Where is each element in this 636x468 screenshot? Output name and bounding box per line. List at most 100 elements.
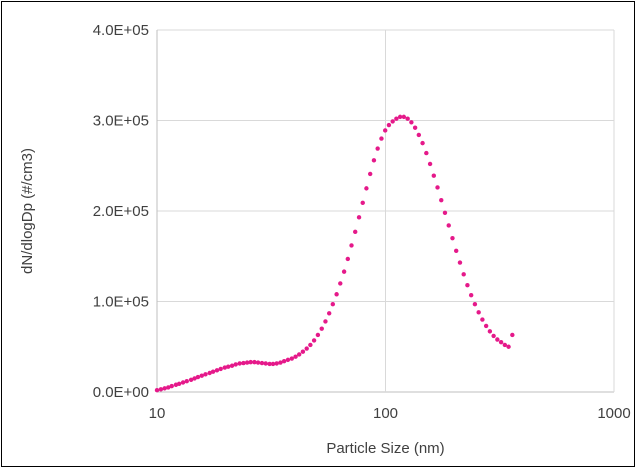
data-point (454, 248, 459, 254)
data-point (192, 376, 197, 381)
data-point (383, 128, 388, 133)
x-axis-title: Particle Size (nm) (326, 440, 444, 457)
y-tick-labels: 0.0E+00 1.0E+05 2.0E+05 3.0E+05 4.0E+05 (93, 22, 149, 401)
data-point (166, 385, 171, 390)
data-point (472, 302, 478, 307)
data-points (154, 114, 515, 393)
data-point (461, 272, 466, 277)
data-point (345, 256, 351, 262)
data-point (210, 369, 216, 374)
data-point (207, 370, 212, 376)
x-tick-labels: 10 100 1000 (149, 405, 631, 422)
data-point (158, 387, 164, 392)
data-point (162, 386, 167, 391)
data-point (255, 360, 261, 365)
data-point (199, 373, 204, 378)
data-point (371, 158, 377, 163)
data-point (431, 173, 437, 178)
data-point (457, 260, 463, 265)
data-point (487, 329, 493, 334)
data-point (386, 122, 392, 128)
data-point (442, 210, 448, 216)
data-point (289, 356, 295, 361)
data-point (353, 229, 358, 235)
data-point (476, 310, 481, 315)
data-point (300, 349, 306, 354)
y-axis-title: dN/dlogDp (#/cm3) (19, 148, 36, 274)
data-point (176, 381, 182, 387)
data-point (412, 125, 418, 130)
data-point (267, 361, 272, 367)
data-point (379, 136, 384, 141)
data-point (222, 365, 227, 370)
data-point (424, 150, 429, 156)
y-tick-label: 4.0E+05 (93, 22, 149, 39)
data-point (241, 360, 246, 366)
data-point (248, 359, 253, 365)
data-point (154, 387, 160, 393)
data-point (229, 363, 235, 368)
data-point (326, 311, 332, 316)
y-tick-label: 1.0E+05 (93, 294, 149, 311)
data-point (356, 215, 362, 220)
data-point (334, 292, 339, 297)
data-point (180, 380, 186, 385)
data-point (510, 332, 515, 338)
data-point (281, 359, 287, 364)
data-point (203, 372, 208, 377)
data-point (375, 146, 380, 151)
data-point (506, 344, 511, 349)
y-tick-label: 3.0E+05 (93, 113, 149, 130)
data-point (498, 340, 504, 345)
data-point (450, 235, 455, 241)
data-point (270, 361, 276, 367)
data-point (252, 359, 257, 365)
data-point (214, 368, 220, 373)
data-point (390, 119, 395, 124)
data-point (405, 116, 410, 121)
data-point (330, 302, 336, 307)
data-point (427, 161, 433, 167)
data-point (367, 171, 373, 177)
data-point (465, 283, 470, 288)
gridlines (156, 29, 615, 393)
data-point (468, 292, 474, 298)
data-point (285, 357, 291, 363)
data-point (409, 120, 414, 125)
data-point (293, 354, 298, 359)
data-point (244, 360, 250, 365)
data-point (397, 114, 403, 120)
data-point (323, 319, 328, 324)
data-point (304, 346, 309, 351)
y-tick-label: 2.0E+05 (93, 203, 149, 220)
data-point (237, 361, 242, 366)
data-point (394, 116, 399, 121)
data-point (169, 383, 174, 389)
data-point (296, 352, 302, 357)
data-point (495, 337, 500, 342)
data-point (218, 366, 223, 372)
data-point (360, 200, 365, 206)
data-point (364, 186, 369, 191)
data-point (446, 223, 451, 228)
data-point (278, 360, 283, 365)
data-point (491, 333, 496, 339)
data-point (315, 332, 321, 338)
y-tick-label: 0.0E+00 (93, 384, 149, 401)
data-point (435, 185, 440, 190)
data-point (338, 281, 343, 286)
x-tick-label: 100 (373, 405, 398, 422)
data-point (263, 361, 268, 366)
data-point (341, 269, 347, 274)
x-tick-label: 1000 (597, 405, 630, 422)
data-point (319, 326, 324, 331)
data-point (349, 243, 354, 248)
data-point (502, 342, 508, 348)
data-point (439, 197, 444, 203)
data-point (480, 317, 485, 322)
x-tick-label: 10 (149, 405, 166, 422)
data-point (226, 364, 231, 369)
data-point (188, 377, 194, 382)
